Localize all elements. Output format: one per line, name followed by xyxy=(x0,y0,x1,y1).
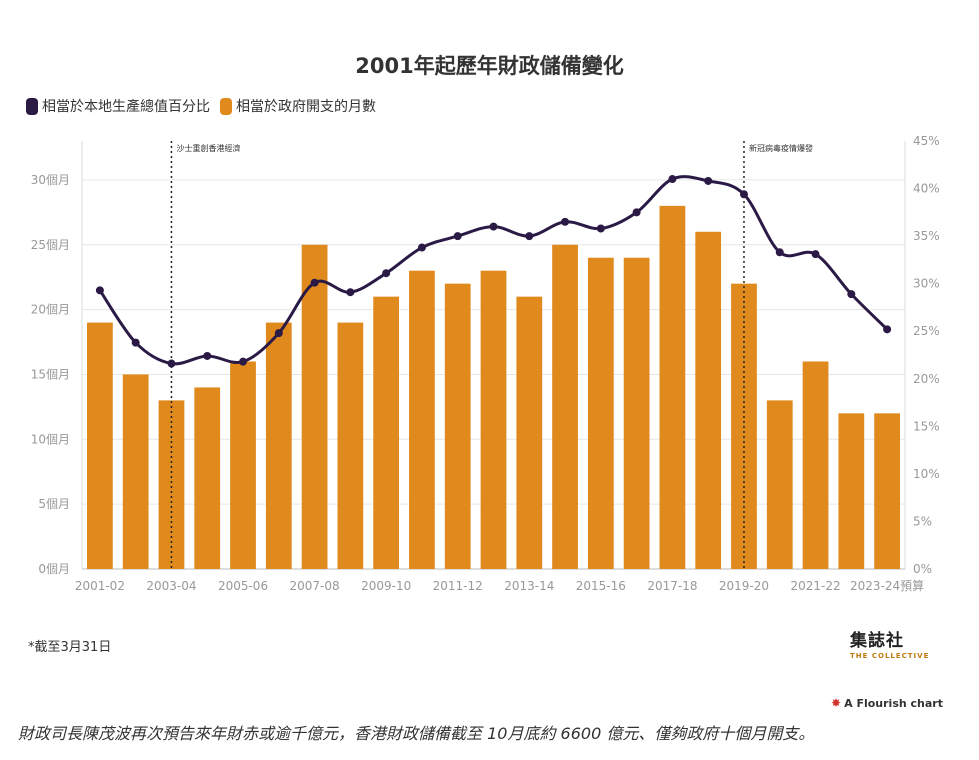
gdp-point xyxy=(95,286,104,295)
legend-label-months: 相當於政府開支的月數 xyxy=(236,99,376,115)
x-tick-label: 2013-14 xyxy=(504,579,554,593)
y-right-tick-label: 30% xyxy=(913,277,940,291)
brand-logo: 集誌社 THE COLLECTIVE xyxy=(850,626,930,660)
gdp-point xyxy=(274,329,283,338)
legend-swatch-gdp xyxy=(26,97,38,115)
x-tick-label: 2009-10 xyxy=(361,579,411,593)
y-left-tick-label: 0個月 xyxy=(38,562,70,576)
article-caption: 財政司長陳茂波再次預告來年財赤或逾千億元，香港財政儲備截至 10月底約 6600… xyxy=(18,724,815,743)
bar xyxy=(230,361,256,569)
gdp-point xyxy=(417,243,426,252)
bar xyxy=(87,322,113,569)
chart-title: 2001年起歷年財政儲備變化 xyxy=(355,54,624,78)
brand-subtitle: THE COLLECTIVE xyxy=(850,652,930,660)
bar xyxy=(766,400,793,569)
y-left-tick-label: 5個月 xyxy=(38,497,70,511)
y-right-tick-label: 20% xyxy=(913,372,940,386)
gdp-point xyxy=(632,208,641,217)
bar xyxy=(802,361,829,569)
bar xyxy=(874,413,900,569)
legend-item-months[interactable]: 相當於政府開支的月數 xyxy=(220,96,376,116)
flourish-credit-label: A Flourish chart xyxy=(844,696,943,710)
annotation-label: 新冠病毒疫情爆發 xyxy=(749,143,813,153)
x-tick-label: 2017-18 xyxy=(647,579,697,593)
y-right-tick-label: 15% xyxy=(913,419,940,433)
bar xyxy=(194,387,221,569)
flourish-icon: ✸ xyxy=(831,696,842,710)
bar xyxy=(695,231,722,569)
gdp-point xyxy=(596,224,605,233)
x-tick-label: 2001-02 xyxy=(75,579,125,593)
gdp-point xyxy=(167,359,176,368)
gdp-point xyxy=(883,325,892,334)
bar xyxy=(552,244,578,569)
gdp-point xyxy=(382,269,391,278)
x-tick-label: 2019-20 xyxy=(719,579,769,593)
y-left-tick-label: 20個月 xyxy=(31,303,70,317)
y-right-tick-label: 40% xyxy=(913,182,940,196)
x-tick-label: 2007-08 xyxy=(290,579,340,593)
gdp-point xyxy=(847,290,856,299)
y-right-tick-label: 25% xyxy=(913,324,940,338)
gdp-point xyxy=(310,278,319,287)
bar xyxy=(337,322,364,569)
gdp-point xyxy=(561,217,570,226)
y-left-tick-label: 25個月 xyxy=(31,238,70,252)
legend-label-gdp: 相當於本地生產總值百分比 xyxy=(42,99,210,115)
bar xyxy=(265,322,292,569)
reserves-chart: 0個月 5個月 10個月 15個月 20個月 25個月 30個月 0% 5% 10% 15% 20% 2… xyxy=(31,134,940,593)
y-left-tick-label: 10個月 xyxy=(31,432,70,446)
y-right-tick-label: 5% xyxy=(913,514,932,528)
y-right-tick-label: 0% xyxy=(913,562,932,576)
bar xyxy=(623,257,650,569)
flourish-credit-link[interactable]: ✸ A Flourish chart xyxy=(831,696,943,710)
gdp-point xyxy=(453,232,462,241)
gdp-point xyxy=(489,222,498,231)
y-right-tick-label: 45% xyxy=(913,134,940,148)
bar xyxy=(158,400,185,569)
gdp-point xyxy=(704,176,713,185)
x-tick-label: 2023-24預算 xyxy=(850,578,924,593)
bar xyxy=(444,283,471,569)
y-left-tick-label: 15個月 xyxy=(31,367,70,381)
gdp-point xyxy=(525,232,534,241)
bar xyxy=(409,270,435,569)
bar xyxy=(659,205,686,569)
gdp-point xyxy=(811,250,820,259)
gdp-point xyxy=(775,248,784,257)
y-right-tick-label: 35% xyxy=(913,229,940,243)
y-right-tick-label: 10% xyxy=(913,467,940,481)
gdp-point xyxy=(131,338,140,347)
gdp-point xyxy=(346,288,355,297)
bar xyxy=(480,270,507,569)
legend-item-gdp[interactable]: 相當於本地生產總值百分比 xyxy=(26,96,210,116)
legend-swatch-months xyxy=(220,97,232,115)
x-tick-label: 2011-12 xyxy=(433,579,483,593)
bar xyxy=(301,244,328,569)
bar xyxy=(516,296,543,569)
bar xyxy=(122,374,149,569)
brand-name: 集誌社 xyxy=(850,631,904,651)
gdp-point xyxy=(668,175,677,184)
bar xyxy=(587,257,614,569)
x-tick-label: 2015-16 xyxy=(576,579,626,593)
chart-legend: 相當於本地生產總值百分比 相當於政府開支的月數 xyxy=(26,96,386,116)
x-tick-label: 2021-22 xyxy=(790,579,840,593)
gdp-point xyxy=(239,357,248,366)
footnote: *截至3月31日 xyxy=(28,640,112,655)
y-left-tick-label: 30個月 xyxy=(31,173,70,187)
x-tick-label: 2003-04 xyxy=(146,579,196,593)
gdp-point xyxy=(739,190,748,199)
annotation-label: 沙士重創香港經濟 xyxy=(176,143,240,153)
x-tick-label: 2005-06 xyxy=(218,579,268,593)
bar xyxy=(373,296,400,569)
gdp-point xyxy=(203,351,212,360)
bar xyxy=(838,413,865,569)
